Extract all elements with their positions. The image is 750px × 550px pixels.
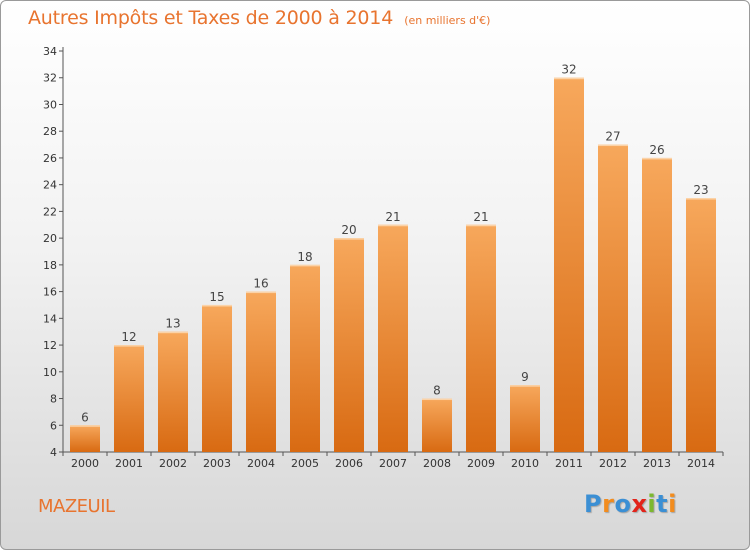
bars — [70, 77, 716, 453]
bar-2004 — [246, 291, 276, 452]
data-label: 27 — [605, 130, 620, 144]
logo-letter: x — [631, 490, 648, 518]
bar-2002 — [158, 331, 188, 452]
bar-2013 — [642, 157, 672, 452]
data-label: 21 — [473, 210, 488, 224]
data-label: 12 — [121, 330, 136, 344]
data-label: 16 — [253, 277, 268, 291]
x-tick-label: 2003 — [203, 457, 231, 470]
data-label: 18 — [297, 250, 312, 264]
x-tick-label: 2013 — [643, 457, 671, 470]
bar-2014 — [686, 198, 716, 452]
bar-2010 — [510, 385, 540, 452]
logo-letter: r — [602, 490, 615, 518]
bar-highlight — [158, 331, 188, 334]
bar-2008 — [422, 398, 452, 452]
bar-2005 — [290, 264, 320, 452]
bar-highlight — [290, 264, 320, 267]
bar-highlight — [510, 385, 540, 387]
data-label: 32 — [561, 63, 576, 77]
bar-2007 — [378, 224, 408, 452]
logo-letter: P — [584, 490, 603, 518]
bar-highlight — [686, 198, 716, 200]
x-tick-label: 2002 — [159, 457, 187, 470]
logo-letter: i — [668, 490, 677, 518]
x-tick-label: 2008 — [423, 457, 451, 470]
y-tick-label: 28 — [43, 125, 57, 138]
bar-highlight — [246, 291, 276, 294]
data-label: 6 — [81, 410, 89, 424]
x-tick-label: 2001 — [115, 457, 143, 470]
data-label: 20 — [341, 223, 356, 237]
bar-2011 — [554, 77, 584, 452]
bar-2009 — [466, 224, 496, 452]
y-tick-label: 16 — [43, 286, 57, 299]
bar-highlight — [202, 304, 232, 307]
commune-name: MAZEUIL — [38, 496, 115, 517]
logo-letter: i — [647, 490, 657, 518]
x-tick-label: 2004 — [247, 457, 275, 470]
bar-highlight — [466, 224, 496, 227]
y-tick-label: 30 — [43, 98, 57, 111]
proxiti-logo: Proxiti — [584, 490, 677, 518]
x-tick-label: 2006 — [335, 457, 363, 470]
bar-highlight — [554, 77, 584, 80]
x-tick-label: 2010 — [511, 457, 539, 470]
x-tick-label: 2012 — [599, 457, 627, 470]
bar-2001 — [114, 345, 144, 452]
chart-subtitle: (en milliers d'€) — [404, 14, 491, 27]
data-label: 9 — [521, 370, 529, 384]
y-tick-label: 10 — [43, 366, 57, 379]
y-tick-label: 34 — [43, 45, 57, 58]
bar-highlight — [114, 345, 144, 347]
y-tick-label: 6 — [50, 419, 57, 432]
y-tick-label: 8 — [50, 393, 57, 406]
x-tick-label: 2000 — [71, 457, 99, 470]
y-tick-label: 20 — [43, 232, 57, 245]
x-tick-label: 2011 — [555, 457, 583, 470]
data-label: 26 — [649, 143, 664, 157]
y-tick-label: 24 — [43, 179, 57, 192]
data-label: 15 — [209, 290, 224, 304]
y-tick-label: 18 — [43, 259, 57, 272]
logo-letter: t — [656, 490, 669, 518]
data-label: 23 — [693, 183, 708, 197]
logo-letter: o — [614, 490, 632, 518]
data-label: 21 — [385, 210, 400, 224]
y-tick-label: 32 — [43, 72, 57, 85]
bar-2000 — [70, 425, 100, 452]
y-tick-label: 12 — [43, 339, 57, 352]
title-row: Autres Impôts et Taxes de 2000 à 2014 (e… — [28, 7, 490, 29]
y-tick-label: 14 — [43, 312, 57, 325]
bar-highlight — [70, 425, 100, 427]
bar-2006 — [334, 238, 364, 452]
x-tick-label: 2009 — [467, 457, 495, 470]
chart-title: Autres Impôts et Taxes de 2000 à 2014 — [28, 7, 394, 29]
bar-highlight — [598, 144, 628, 147]
data-labels: 6 12 13 15 16 18 20 21 8 21 9 32 27 26 23 — [81, 63, 708, 425]
y-tick-label: 4 — [50, 446, 57, 459]
bar-highlight — [422, 398, 452, 401]
x-tick-label: 2014 — [687, 457, 715, 470]
data-label: 8 — [433, 384, 441, 398]
bar-2012 — [598, 144, 628, 453]
bar-2003 — [202, 304, 232, 452]
x-tick-label: 2005 — [291, 457, 319, 470]
bar-highlight — [378, 224, 408, 227]
data-label: 13 — [165, 317, 180, 331]
x-tick-label: 2007 — [379, 457, 407, 470]
bar-highlight — [334, 238, 364, 240]
y-tick-label: 26 — [43, 152, 57, 165]
bar-highlight — [642, 157, 672, 160]
y-tick-label: 22 — [43, 205, 57, 218]
